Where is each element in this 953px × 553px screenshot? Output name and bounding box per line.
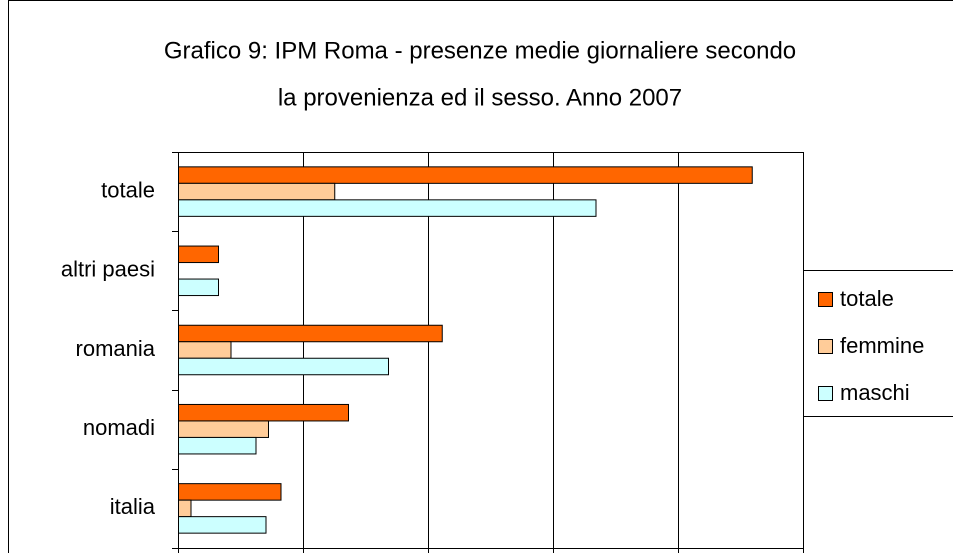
y-tick-label: italia	[110, 494, 156, 519]
legend-swatch	[818, 292, 833, 307]
y-tick-label: totale	[101, 177, 155, 202]
bar	[178, 357, 389, 376]
legend-label: totale	[840, 286, 894, 311]
legend-label: femmine	[840, 333, 924, 358]
bar	[178, 436, 257, 455]
chart-frame	[8, 0, 953, 553]
bar	[178, 182, 336, 201]
y-tick-label: romania	[76, 336, 156, 361]
bar	[178, 324, 443, 343]
legend-swatch	[818, 386, 833, 401]
bar	[178, 516, 267, 534]
y-tick-label: nomadi	[83, 415, 155, 440]
legend-swatch	[818, 339, 833, 354]
bar	[178, 341, 232, 359]
y-tick-label: altri paesi	[61, 257, 155, 282]
bar	[178, 420, 269, 438]
bar	[178, 199, 597, 217]
bar	[178, 245, 219, 264]
legend-label: maschi	[840, 380, 910, 405]
bar	[178, 166, 753, 184]
bar	[178, 483, 282, 501]
chart-title: Grafico 9: IPM Roma - presenze medie gio…	[164, 37, 796, 64]
bar	[178, 499, 192, 518]
bar	[178, 403, 349, 422]
chart-title: la provenienza ed il sesso. Anno 2007	[278, 84, 682, 111]
bar	[178, 278, 219, 297]
